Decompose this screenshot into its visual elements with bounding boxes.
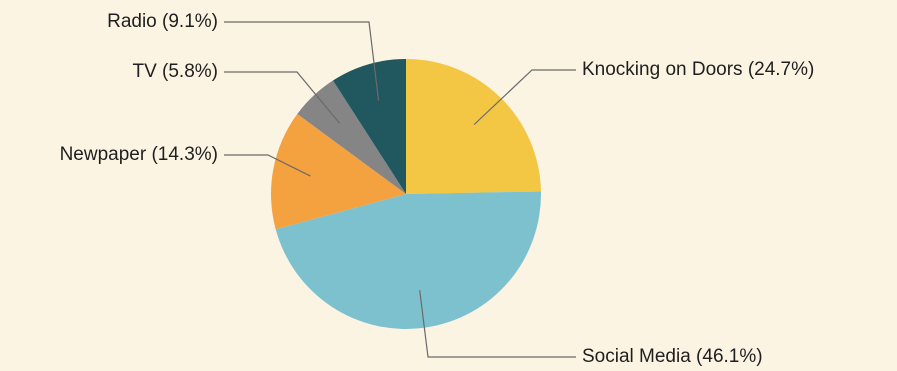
slice-label-newpaper: Newpaper (14.3%) <box>60 144 218 165</box>
slice-label-tv: TV (5.8%) <box>132 61 218 82</box>
leader-line-knocking-on-doors <box>473 69 576 126</box>
leader-line-social-media <box>419 290 576 358</box>
leader-line-radio <box>224 21 380 101</box>
pie-slice-social-media <box>275 191 541 330</box>
leader-line-tv <box>224 71 340 124</box>
slice-label-social-media: Social Media (46.1%) <box>582 346 763 367</box>
slice-label-knocking-on-doors: Knocking on Doors (24.7%) <box>582 59 814 80</box>
labels-layer: Knocking on Doors (24.7%) Social Media (4… <box>60 11 815 367</box>
leader-line-newpaper <box>224 154 311 177</box>
pie-slice-tv <box>297 80 406 194</box>
pie-slice-knocking-on-doors <box>406 59 541 194</box>
pie-slice-newpaper <box>271 113 406 230</box>
pie-slice-radio <box>332 59 406 194</box>
slice-label-radio: Radio (9.1%) <box>107 11 218 32</box>
slices-layer <box>271 59 541 330</box>
leaders-layer <box>224 21 576 358</box>
